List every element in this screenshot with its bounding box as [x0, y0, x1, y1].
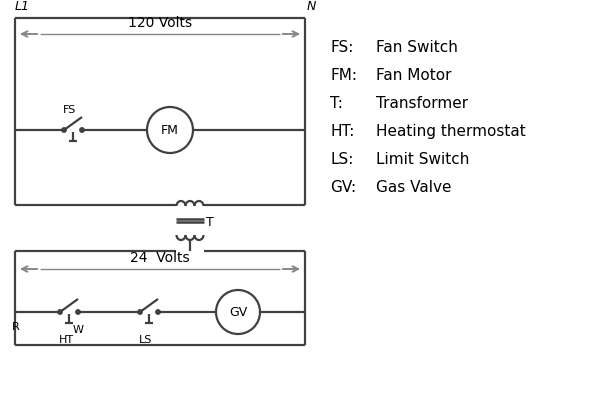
Text: GV:: GV:: [330, 180, 356, 195]
Text: Gas Valve: Gas Valve: [376, 180, 451, 195]
Text: Transformer: Transformer: [376, 96, 468, 111]
Circle shape: [76, 310, 80, 314]
Text: FS:: FS:: [330, 40, 353, 55]
Circle shape: [156, 310, 160, 314]
Circle shape: [58, 310, 62, 314]
Text: FM:: FM:: [330, 68, 357, 83]
Circle shape: [62, 128, 66, 132]
Text: FS: FS: [63, 105, 76, 115]
Text: HT: HT: [58, 335, 74, 345]
Text: R: R: [12, 322, 20, 332]
Text: N: N: [307, 0, 316, 13]
Text: Limit Switch: Limit Switch: [376, 152, 470, 167]
Text: LS:: LS:: [330, 152, 353, 167]
Text: 24  Volts: 24 Volts: [130, 251, 190, 265]
Text: Fan Switch: Fan Switch: [376, 40, 458, 55]
Circle shape: [138, 310, 142, 314]
Text: T: T: [206, 216, 214, 228]
Text: FM: FM: [161, 124, 179, 136]
Circle shape: [80, 128, 84, 132]
Text: W: W: [73, 325, 84, 335]
Text: T:: T:: [330, 96, 343, 111]
Text: HT:: HT:: [330, 124, 355, 139]
Text: Heating thermostat: Heating thermostat: [376, 124, 526, 139]
Text: LS: LS: [139, 335, 153, 345]
Text: 120 Volts: 120 Volts: [128, 16, 192, 30]
Text: GV: GV: [229, 306, 247, 318]
Text: Fan Motor: Fan Motor: [376, 68, 451, 83]
Text: L1: L1: [15, 0, 30, 13]
